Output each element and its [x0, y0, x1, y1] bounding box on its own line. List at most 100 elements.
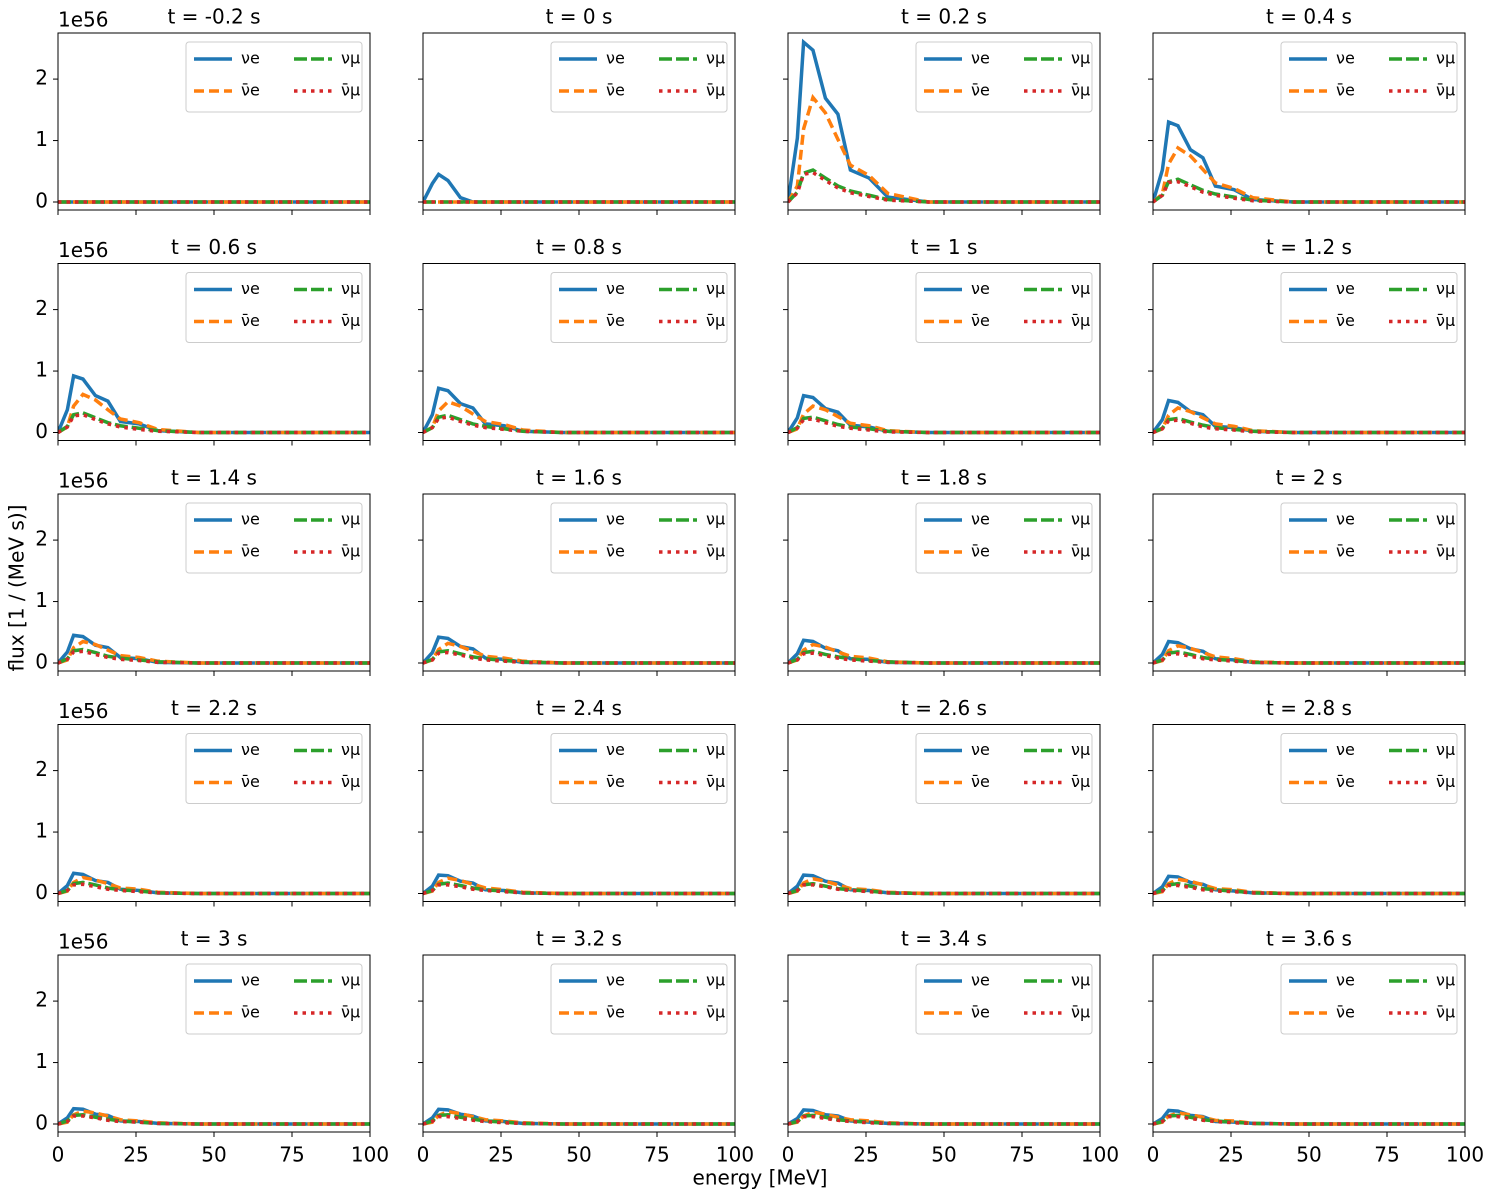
legend-label: νe	[971, 971, 990, 990]
series-line	[1153, 883, 1465, 896]
series-line	[423, 641, 735, 665]
y-tick-label: 1	[35, 1049, 48, 1073]
series-line	[423, 171, 735, 204]
x-tick-label: 75	[279, 1143, 304, 1167]
legend: νe ν̄e νμ ν̄μ	[550, 733, 728, 804]
plot-area	[788, 38, 1100, 204]
series-line	[58, 392, 370, 435]
legend-label: ν̄μ	[1071, 772, 1090, 791]
subplot-title: t = 3 s	[181, 927, 248, 951]
legend-label: ν̄e	[241, 1003, 260, 1022]
x-tick-label: 100	[351, 1143, 389, 1167]
legend-label: νμ	[706, 740, 725, 759]
legend-label: νe	[241, 740, 260, 759]
plot-area	[788, 1108, 1100, 1126]
subplot: t = 1.8 s νe ν̄e νμ ν̄μ	[783, 466, 1101, 676]
series-line	[58, 411, 370, 435]
subplot: 0 25 50 75 100 0 1 2 1e56 t = 3 s νe ν̄e νμ ν̄μ	[35, 927, 389, 1167]
legend: νe ν̄e νμ ν̄μ	[915, 963, 1093, 1035]
legend-label: ν̄e	[971, 81, 990, 100]
legend-label: νμ	[1071, 49, 1090, 68]
plot-area	[423, 171, 735, 204]
x-tick-label: 50	[1296, 1143, 1321, 1167]
axes-frame	[787, 32, 1101, 211]
subplot-title: t = 1.4 s	[171, 466, 257, 490]
subplot-title: t = 3.4 s	[901, 927, 987, 951]
legend-label: ν̄e	[1336, 542, 1355, 561]
series-line	[1153, 1111, 1465, 1126]
axes-frame	[787, 954, 1101, 1133]
plot-area	[58, 871, 370, 896]
legend-label: ν̄e	[241, 311, 260, 330]
legend: νe ν̄e νμ ν̄μ	[185, 502, 363, 574]
plot-area	[423, 386, 735, 435]
legend-label: νμ	[1436, 49, 1455, 68]
legend-label: νμ	[1436, 510, 1455, 529]
x-tick-label: 100	[716, 1143, 754, 1167]
legend-box	[915, 272, 1093, 343]
legend-label: ν̄μ	[1071, 311, 1090, 330]
y-tick-label: 1	[35, 358, 48, 382]
y-offset-label: 1e56	[58, 699, 108, 723]
series-line	[423, 415, 735, 435]
legend-label: νμ	[706, 279, 725, 298]
legend-box	[185, 963, 363, 1035]
legend-label: νμ	[341, 740, 360, 759]
legend-box	[185, 502, 363, 574]
series-line	[423, 876, 735, 896]
plot-area	[1153, 639, 1465, 665]
subplot: t = 2.6 s νe ν̄e νμ ν̄μ	[783, 696, 1101, 907]
legend-label: ν̄e	[241, 81, 260, 100]
subplot-title: t = 2.8 s	[1266, 696, 1352, 720]
legend-label: ν̄μ	[341, 542, 360, 561]
subplot-title: t = 1.2 s	[1266, 235, 1352, 259]
legend-box	[915, 502, 1093, 574]
axes-frame	[1152, 724, 1466, 902]
legend-label: ν̄μ	[706, 1003, 725, 1022]
x-tick-label: 50	[201, 1143, 226, 1167]
subplot: 0 1 2 1e56 t = 2.2 s νe ν̄e νμ ν̄μ	[35, 696, 371, 907]
legend-label: νe	[971, 510, 990, 529]
series-line	[1153, 643, 1465, 665]
y-offset-label: 1e56	[58, 8, 108, 32]
legend-box	[185, 41, 363, 113]
series-line	[423, 635, 735, 665]
legend-label: ν̄μ	[1071, 1003, 1090, 1022]
legend: νe ν̄e νμ ν̄μ	[550, 963, 728, 1035]
subplot-title: t = 1.8 s	[901, 466, 987, 490]
series-line	[1153, 418, 1465, 435]
legend-label: ν̄μ	[706, 772, 725, 791]
axes-frame	[57, 724, 371, 902]
axes-frame	[57, 493, 371, 672]
legend-label: ν̄μ	[706, 542, 725, 561]
series-line	[1153, 652, 1465, 665]
legend-box	[550, 963, 728, 1035]
y-tick-label: 2	[35, 757, 48, 781]
legend-box	[550, 733, 728, 804]
legend-label: νe	[606, 971, 625, 990]
legend-label: ν̄e	[971, 542, 990, 561]
series-line	[423, 1109, 735, 1126]
subplot-title: t = 0.8 s	[536, 235, 622, 259]
axes-frame	[787, 493, 1101, 672]
legend-label: ν̄μ	[341, 311, 360, 330]
x-tick-label: 25	[123, 1143, 148, 1167]
legend-box	[1280, 272, 1458, 343]
legend-label: νe	[1336, 971, 1355, 990]
legend: νe ν̄e νμ ν̄μ	[185, 733, 363, 804]
subplot-title: t = 0.6 s	[171, 235, 257, 259]
subplot: t = 1.6 s νe ν̄e νμ ν̄μ	[418, 466, 736, 676]
legend-label: ν̄μ	[341, 81, 360, 100]
legend-label: ν̄μ	[1071, 542, 1090, 561]
legend-label: ν̄e	[606, 311, 625, 330]
series-line	[788, 638, 1100, 665]
legend-label: ν̄e	[1336, 1003, 1355, 1022]
y-offset-label: 1e56	[58, 930, 108, 954]
legend-label: νμ	[1071, 279, 1090, 298]
subplot: 0 1 2 1e56 t = 0.6 s νe ν̄e νμ ν̄μ	[35, 235, 371, 446]
x-tick-label: 0	[1147, 1143, 1160, 1167]
series-line	[423, 650, 735, 665]
legend-box	[550, 272, 728, 343]
plot-area	[423, 1107, 735, 1126]
